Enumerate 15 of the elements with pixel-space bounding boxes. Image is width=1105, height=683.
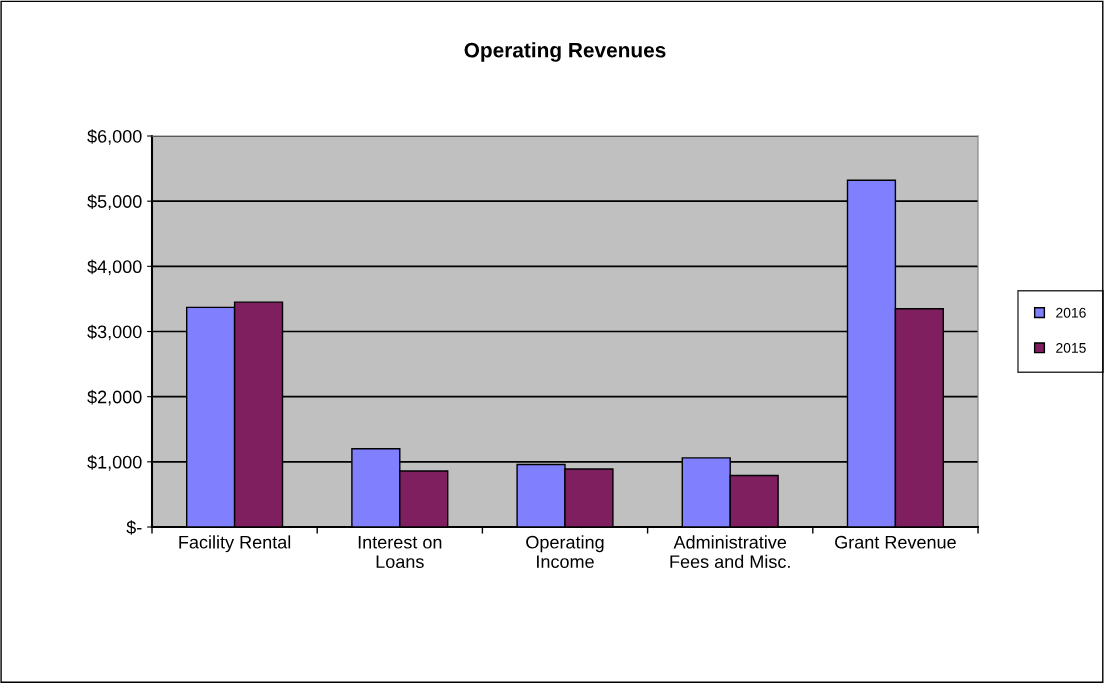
- y-tick-label: $2,000: [87, 389, 142, 406]
- y-tick-label: $3,000: [87, 324, 142, 341]
- y-tick-label: $6,000: [87, 129, 142, 145]
- x-tick-label: Operating Income: [526, 535, 604, 569]
- y-tick-label: $1,000: [87, 455, 142, 471]
- x-tick-label: Administrative Fees and Misc.: [670, 535, 790, 569]
- x-tick-label: Facility Rental: [179, 535, 291, 553]
- legend-label: 2015: [1056, 342, 1086, 353]
- chart-title: Operating Revenues: [464, 42, 666, 62]
- y-tick-label: $5,000: [87, 194, 142, 211]
- x-tick-label: Grant Revenue: [835, 535, 956, 549]
- y-tick-label: $-: [126, 520, 142, 535]
- x-tick-label: Interest on Loans: [358, 536, 442, 569]
- y-tick-label: $4,000: [87, 259, 142, 276]
- legend-label: 2016: [1056, 307, 1086, 318]
